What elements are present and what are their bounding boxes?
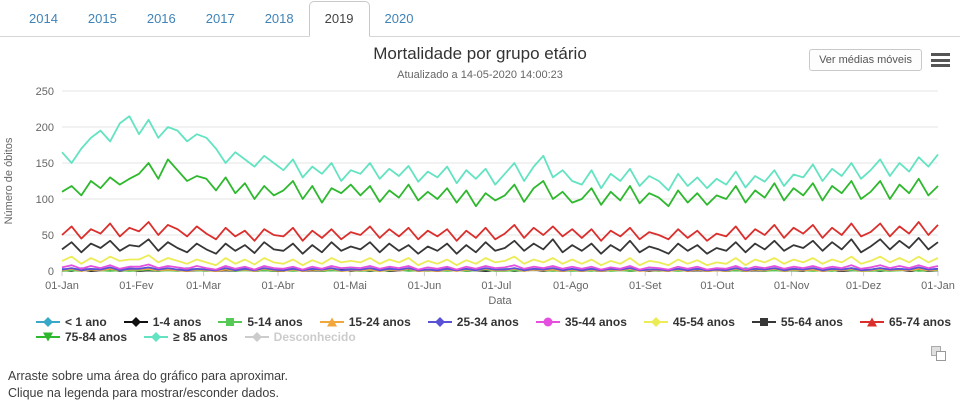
legend-row-2: 75-84 anos ≥ 85 anos Desconhecido — [36, 330, 960, 344]
y-tick-label-50: 50 — [42, 230, 54, 242]
x-tick-label: 01-Set — [629, 280, 661, 292]
legend-item-75-84[interactable]: 75-84 anos — [36, 330, 127, 344]
legend-item-35-44[interactable]: 35-44 anos — [535, 315, 627, 329]
x-axis-title: Data — [488, 295, 512, 307]
legend-marker-diamond-icon — [144, 332, 169, 342]
legend-marker-square-icon — [218, 318, 243, 326]
series-line-75-84[interactable] — [61, 158, 939, 208]
x-tick-label: 01-Jan — [45, 280, 79, 292]
legend-marker-circle-icon — [535, 317, 560, 327]
series-line-45-54[interactable] — [61, 254, 939, 267]
x-tick-label: 01-Abr — [261, 280, 294, 292]
y-tick-label-0: 0 — [48, 266, 54, 278]
tab-2014[interactable]: 2014 — [29, 11, 58, 26]
series-line-85[interactable] — [61, 115, 939, 192]
chart-toolbar: Ver médias móveis — [809, 49, 950, 71]
chart-legend: < 1 ano 1-4 anos 5-14 anos 15-24 anos 25-34 … — [0, 315, 960, 344]
chart-header: Mortalidade por grupo etário Atualizado … — [0, 37, 960, 81]
series-line-55-64[interactable] — [61, 236, 939, 255]
year-tabbar: 2014 2015 2016 2017 2018 2019 2020 — [0, 0, 960, 37]
legend-item-5-14[interactable]: 5-14 anos — [218, 315, 303, 329]
tab-2016[interactable]: 2016 — [146, 11, 176, 26]
moving-averages-button[interactable]: Ver médias móveis — [809, 49, 922, 71]
legend-item-55-64[interactable]: 55-64 anos — [751, 315, 843, 329]
y-axis-title: Número de óbitos — [3, 137, 15, 224]
tab-2015[interactable]: 2015 — [87, 11, 117, 26]
legend-marker-diamond-icon — [643, 317, 668, 327]
legend-label: 25-34 anos — [456, 315, 519, 329]
legend-marker-triangle-icon — [859, 317, 884, 327]
legend-item-65-74[interactable]: 65-74 anos — [859, 315, 952, 329]
x-tick-label: 01-Fev — [119, 280, 154, 292]
legend-marker-square-icon — [751, 318, 776, 326]
tab-2020[interactable]: 2020 — [384, 11, 414, 26]
y-tick-label-100: 100 — [36, 194, 54, 206]
legend-label: 1-4 anos — [152, 315, 202, 329]
legend-label: 5-14 anos — [247, 315, 303, 329]
legend-label: 45-54 anos — [672, 315, 735, 329]
legend-label: Desconhecido — [273, 330, 356, 344]
x-tick-label: 01-Mar — [186, 280, 221, 292]
legend-marker-diamond-icon — [427, 317, 452, 327]
y-tick-label-150: 150 — [36, 158, 54, 170]
chart-title: Mortalidade por grupo etário — [373, 44, 587, 63]
legend-label: 55-64 anos — [780, 315, 843, 329]
help-text: Arraste sobre uma área do gráfico para a… — [8, 368, 288, 402]
legend-marker-diamond-icon — [244, 332, 269, 342]
copy-icon-front-square — [936, 351, 946, 361]
chart-subtitle: Atualizado a 14-05-2020 14:00:23 — [397, 69, 563, 81]
legend-label: < 1 ano — [65, 315, 107, 329]
legend-label: 65-74 anos — [888, 315, 952, 329]
legend-item-85[interactable]: ≥ 85 anos — [144, 330, 228, 344]
x-tick-label: 01-Jun — [408, 280, 442, 292]
x-tick-label: 01-Ago — [553, 280, 588, 292]
legend-item-15-24[interactable]: 15-24 anos — [319, 315, 411, 329]
legend-item-45-54[interactable]: 45-54 anos — [643, 315, 735, 329]
x-tick-label: 01-Dez — [846, 280, 881, 292]
legend-row-1: < 1 ano 1-4 anos 5-14 anos 15-24 anos 25-34 … — [36, 315, 960, 329]
legend-marker-diamond-icon — [36, 317, 60, 327]
copy-icon[interactable] — [931, 346, 946, 361]
legend-item-1-4[interactable]: 1-4 anos — [123, 315, 202, 329]
x-tick-label: 01-Out — [700, 280, 734, 292]
legend-marker-diamond-icon — [123, 317, 148, 327]
hamburger-icon[interactable] — [931, 51, 950, 70]
tab-2019[interactable]: 2019 — [308, 1, 370, 37]
legend-item-lt1[interactable]: < 1 ano — [36, 315, 107, 329]
series-line-35-44[interactable] — [61, 263, 939, 271]
x-tick-label: 01-Mai — [333, 280, 367, 292]
legend-label: 15-24 anos — [348, 315, 411, 329]
tab-2017[interactable]: 2017 — [205, 11, 235, 26]
y-tick-label-200: 200 — [36, 122, 54, 134]
x-tick-label: 01-Jan — [921, 280, 955, 292]
legend-marker-triangle-icon — [319, 317, 344, 327]
legend-item-desc[interactable]: Desconhecido — [244, 330, 356, 344]
legend-label: ≥ 85 anos — [173, 330, 228, 344]
legend-item-25-34[interactable]: 25-34 anos — [427, 315, 519, 329]
mortality-line-chart[interactable]: 0 50 100 150 200 250 01-Jan 01-Fev 01-Mar 01-Abr 0… — [0, 81, 960, 313]
tab-2018[interactable]: 2018 — [264, 11, 294, 26]
x-tick-label: 01-Nov — [774, 280, 810, 292]
legend-label: 75-84 anos — [65, 330, 128, 344]
y-tick-label-250: 250 — [36, 86, 54, 98]
help-line-zoom: Arraste sobre uma área do gráfico para a… — [8, 369, 288, 383]
series-line-65-74[interactable] — [61, 221, 939, 242]
series-line-25-34[interactable] — [61, 266, 939, 272]
legend-label: 35-44 anos — [564, 315, 627, 329]
help-line-legend: Clique na legenda para mostrar/esconder … — [8, 386, 280, 400]
legend-marker-triangle-down-icon — [36, 332, 60, 342]
x-tick-label: 01-Jul — [481, 280, 511, 292]
